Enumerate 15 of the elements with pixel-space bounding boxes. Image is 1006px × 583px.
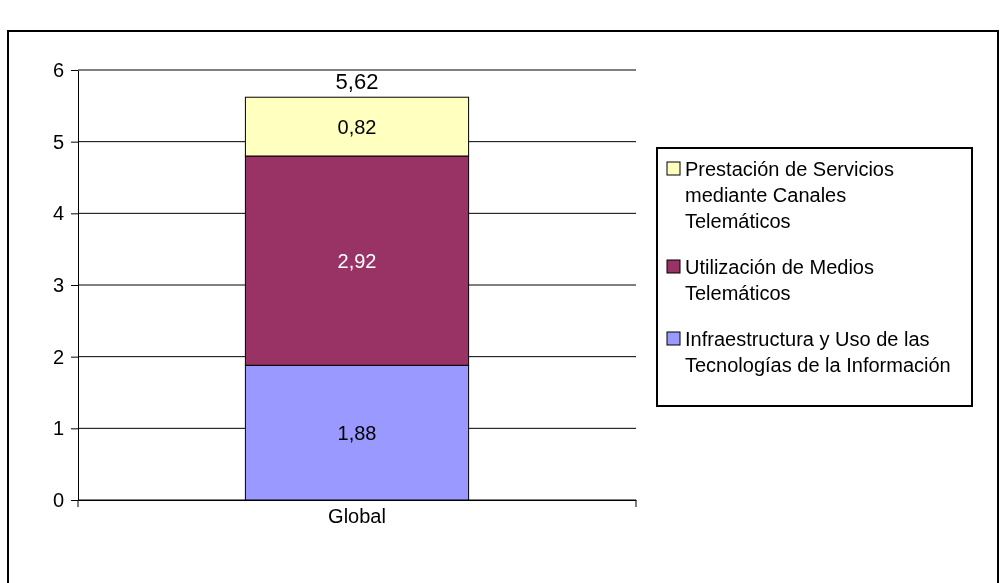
- y-tick-label: 5: [52, 130, 64, 153]
- data-label: 0,82: [337, 115, 377, 138]
- y-tick-label: 1: [52, 417, 64, 440]
- data-label: 1,88: [337, 421, 377, 444]
- data-label: 2,92: [337, 249, 377, 272]
- legend-label: Prestación de Servicios mediante Canales Telemáticos: [685, 158, 894, 232]
- y-tick-label: 2: [52, 345, 64, 368]
- y-tick-label: 0: [52, 488, 64, 511]
- legend-label: Utilización de Medios Telemáticos: [685, 256, 874, 304]
- total-label: 5,62: [335, 69, 379, 95]
- x-tick-label: Global: [328, 505, 386, 527]
- y-tick-label: 4: [52, 202, 64, 225]
- y-tick-label: 6: [52, 58, 64, 81]
- y-tick-label: 3: [52, 273, 64, 296]
- legend-label: Infraestructura y Uso de las Tecnologías de la Información: [685, 328, 951, 376]
